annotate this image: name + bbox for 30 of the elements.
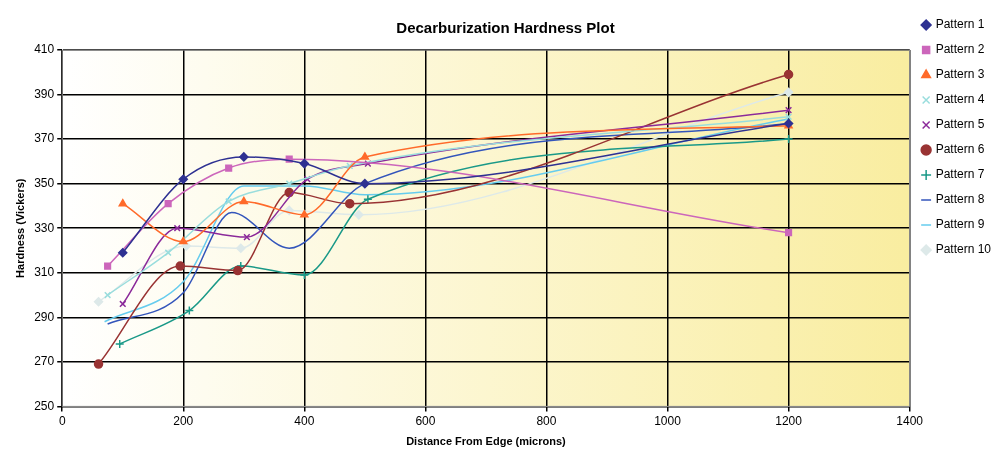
x-tick-label: 1400	[896, 413, 924, 428]
y-tick-label: 310	[34, 265, 55, 280]
y-tick-label: 390	[34, 86, 55, 101]
y-tick-label: 290	[34, 309, 55, 324]
legend-label: Pattern 7	[935, 167, 985, 182]
legend-label: Pattern 4	[935, 92, 985, 107]
x-tick-label: 1200	[775, 413, 803, 428]
x-tick-label: 400	[294, 413, 315, 428]
x-tick-label: 200	[173, 413, 194, 428]
x-tick-label: 1000	[654, 413, 682, 428]
legend-label: Pattern 9	[935, 217, 985, 232]
x-axis-title: Distance From Edge (microns)	[406, 435, 567, 448]
x-tick-label: 600	[415, 413, 436, 428]
legend-label: Pattern 3	[935, 67, 985, 82]
legend-label: Pattern 2	[935, 42, 985, 57]
y-tick-label: 270	[34, 354, 55, 369]
y-tick-label: 410	[34, 42, 55, 57]
legend-label: Pattern 8	[935, 192, 985, 207]
y-tick-label: 330	[34, 220, 55, 235]
y-axis-title: Hardness (Vickers)	[13, 178, 26, 278]
y-tick-label: 350	[34, 175, 55, 190]
legend-label: Pattern 1	[935, 17, 985, 32]
legend-label: Pattern 6	[935, 142, 985, 157]
x-tick-label: 800	[536, 413, 557, 428]
y-tick-label: 370	[34, 131, 55, 146]
legend-label: Pattern 5	[935, 117, 985, 132]
x-tick-label: 0	[58, 413, 66, 428]
y-tick-label: 250	[34, 398, 55, 413]
legend-label: Pattern 10	[935, 242, 992, 257]
chart-title: Decarburization Hardness Plot	[396, 19, 615, 37]
